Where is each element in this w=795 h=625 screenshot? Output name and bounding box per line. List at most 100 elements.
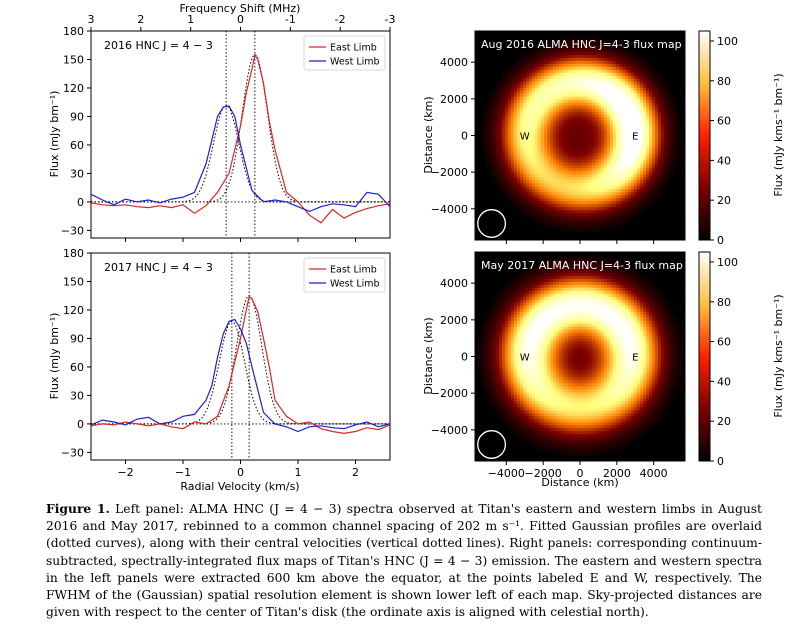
map-cell <box>508 380 512 384</box>
map-cell <box>532 332 536 337</box>
map-cell <box>529 78 533 83</box>
map-cell <box>556 323 560 328</box>
map-cell <box>664 162 668 166</box>
map-cell <box>499 87 503 92</box>
map-cell <box>559 114 563 119</box>
map-cell <box>544 150 548 155</box>
map-cell <box>559 383 563 387</box>
map-cell <box>541 398 545 402</box>
map-cell <box>571 111 575 116</box>
map-cell <box>535 320 539 325</box>
map-cell <box>526 314 530 319</box>
map-cell <box>589 45 593 50</box>
map-cell <box>502 189 506 193</box>
map-cell <box>616 210 620 214</box>
map-cell <box>547 293 551 298</box>
map-cell <box>574 123 578 128</box>
map-cell <box>505 338 509 343</box>
map-cell <box>526 198 530 202</box>
map-cell <box>496 111 500 116</box>
map-cell <box>538 290 542 295</box>
y-tick-label: 4000 <box>440 56 468 69</box>
map-cell <box>649 135 653 140</box>
map-cell <box>514 335 518 340</box>
map-cell <box>592 75 596 80</box>
map-cell <box>523 174 527 178</box>
map-cell <box>544 90 548 95</box>
map-cell <box>658 186 662 190</box>
map-cell <box>556 275 560 280</box>
map-cell <box>562 254 566 259</box>
map-cell <box>646 177 650 181</box>
map-cell <box>592 162 596 166</box>
map-cell <box>592 45 596 50</box>
map-cell <box>556 138 560 143</box>
map-cell <box>601 135 605 140</box>
map-cell <box>544 275 548 280</box>
map-cell <box>676 150 680 155</box>
map-cell <box>547 51 551 56</box>
map-cell <box>496 344 500 349</box>
map-cell <box>595 42 599 47</box>
map-cell <box>574 189 578 193</box>
map-cell <box>580 138 584 143</box>
map-cell <box>628 165 632 169</box>
map-cell <box>526 210 530 214</box>
map-cell <box>556 440 560 444</box>
map-cell <box>646 132 650 137</box>
map-cell <box>553 374 557 378</box>
map-cell <box>508 150 512 155</box>
map-cell <box>538 440 542 444</box>
map-cell <box>502 407 506 411</box>
map-cell <box>556 353 560 358</box>
map-cell <box>520 302 524 307</box>
map-cell <box>511 186 515 190</box>
plot-area <box>91 31 390 238</box>
map-cell <box>613 54 617 59</box>
map-cell <box>568 195 572 199</box>
map-cell <box>529 123 533 128</box>
map-cell <box>547 440 551 444</box>
map-cell <box>523 207 527 211</box>
map-cell <box>508 416 512 420</box>
map-cell <box>604 189 608 193</box>
map-cell <box>559 174 563 178</box>
map-cell <box>616 222 620 226</box>
map-cell <box>586 114 590 119</box>
map-cell <box>547 446 551 450</box>
map-cell <box>562 380 566 384</box>
map-cell <box>628 60 632 65</box>
map-cell <box>607 126 611 131</box>
map-cell <box>517 57 521 62</box>
map-cell <box>673 129 677 134</box>
map-cell <box>496 314 500 319</box>
map-cell <box>646 180 650 184</box>
map-cell <box>664 132 668 137</box>
map-cell <box>526 135 530 140</box>
map-cell <box>505 290 509 295</box>
map-cell <box>658 162 662 166</box>
map-cell <box>538 263 542 268</box>
map-cell <box>517 66 521 71</box>
map-cell <box>553 401 557 405</box>
map-cell <box>517 350 521 355</box>
map-cell <box>649 186 653 190</box>
map-cell <box>625 141 629 146</box>
map-cell <box>646 72 650 77</box>
map-cell <box>643 198 647 202</box>
map-cell <box>514 278 518 283</box>
map-cell <box>607 63 611 68</box>
map-cell <box>568 141 572 146</box>
map-cell <box>631 171 635 175</box>
map-cell <box>586 87 590 92</box>
map-cell <box>595 36 599 41</box>
map-cell <box>523 269 527 274</box>
map-cell <box>652 177 656 181</box>
map-cell <box>526 374 530 378</box>
map-cell <box>514 183 518 187</box>
map-cell <box>535 192 539 196</box>
map-cell <box>670 108 674 113</box>
map-cell <box>535 189 539 193</box>
map-cell <box>520 66 524 71</box>
map-cell <box>613 207 617 211</box>
